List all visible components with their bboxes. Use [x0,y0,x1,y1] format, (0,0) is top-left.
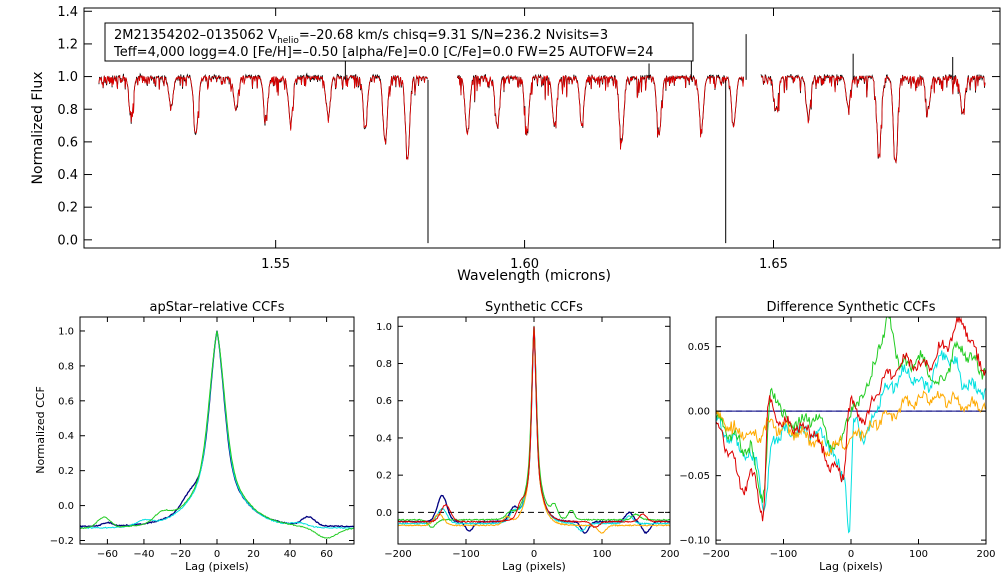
difference-ccf-ytick-label: −0.10 [679,536,710,547]
apstar-ccf-xtick-label: 0 [214,549,220,560]
synthetic-ccf-xtick-label: −100 [452,549,479,560]
spectrum-ytick-label: 0.4 [57,168,78,183]
spectrum-y-axis-label: Normalized Flux [30,72,46,185]
synthetic-ccf-series-visit-3 [398,326,670,534]
apstar-ccf-ytick-label: 1.0 [58,326,74,337]
apstar-ccf-xtick-label: −60 [97,549,118,560]
synthetic-ccf-xtick-label: 100 [592,549,611,560]
synthetic-ccf-ytick-label: 0.4 [376,433,392,444]
difference-ccf-series-visit-3 [716,390,986,458]
synthetic-ccf-x-axis-label: Lag (pixels) [502,560,566,573]
spectrum-model-line [760,74,986,164]
apstar-ccf-ytick-label: 0.0 [58,501,74,512]
synthetic-ccf-title: Synthetic CCFs [485,300,583,315]
apstar-ccf-ytick-label: −0.2 [50,536,74,547]
spectrum-ytick-label: 0.0 [57,233,78,248]
difference-ccf-series-visit-4 [716,317,986,522]
spectrum-ytick-label: 1.0 [57,70,78,85]
apstar-ccf-curves [80,330,354,539]
difference-ccf-x-axis-label: Lag (pixels) [819,560,883,573]
spectrum-xtick-label: 1.65 [759,257,788,272]
difference-ccf-ytick-label: −0.05 [679,471,710,482]
spectrum-title-subscript: helio [277,36,299,46]
spectrum-model-line [98,74,428,161]
apstar-ccf-x-axis-label: Lag (pixels) [185,560,249,573]
apstar-ccf-xtick-label: 20 [247,549,260,560]
difference-ccf-xtick-label: 0 [848,549,854,560]
apstar-ccf-ytick-label: 0.4 [58,431,74,442]
spectrum-title-values: =–20.68 km/s chisq=9.31 S/N=236.2 Nvisit… [299,28,608,43]
apstar-ccf-y-axis-label: Normalized CCF [34,386,47,474]
spectrum-title-line2: Teff=4,000 logg=4.0 [Fe/H]=–0.50 [alpha/… [113,45,654,60]
spectrum-model-line [457,74,745,150]
spectrum-title-star: 2M21354202–0135062 V [114,28,277,43]
difference-ccf-curves [716,317,986,534]
apstar-ccf-title: apStar–relative CCFs [150,300,285,315]
spectrum-title-box [104,22,694,62]
difference-ccf-xtick-label: −100 [770,549,797,560]
difference-ccf-ticks-group: −200 −100 0 100 200 −0.10 −0.05 0.00 0.05 [679,317,996,560]
synthetic-ccf-ytick-label: 0.6 [376,396,392,407]
apstar-ccf-ticks-group: −60 −40 −20 0 20 40 60 −0.2 0.0 0.2 0.4 0.6 0.8 1.0 [50,317,354,560]
difference-ccf-xtick-label: 100 [909,549,928,560]
synthetic-ccf-ticks-group: −200 −100 0 100 200 0.0 0.2 0.4 0.6 0.8 1.0 [376,317,680,560]
apstar-ccf-ytick-label: 0.6 [58,396,74,407]
apstar-ccf-xtick-label: −20 [170,549,191,560]
spectrum-ytick-label: 0.2 [57,201,78,216]
spectrum-xtick-label: 1.60 [510,257,539,272]
difference-ccf-panel: −200 −100 0 100 200 −0.10 −0.05 0.00 0.05 Differ… [679,300,995,573]
spectrum-title-line1: 2M21354202–0135062 Vhelio=–20.68 km/s ch… [114,28,608,46]
spectrum-ticks-group: 1.55 1.60 1.65 0.0 0.2 0.4 0.6 0.8 1.0 1.2 1.4 [57,5,1000,272]
spectrum-panel: 1.55 1.60 1.65 0.0 0.2 0.4 0.6 0.8 1.0 1.2 1.4 2M2… [30,5,1001,284]
spectrum-x-axis-label: Wavelength (microns) [457,268,611,284]
synthetic-ccf-data-group [398,325,670,535]
synthetic-ccf-ytick-label: 0.2 [376,471,392,482]
spectrum-ytick-label: 0.6 [57,135,78,150]
synthetic-ccf-curves [398,325,670,535]
difference-ccf-series-visit-2 [716,317,986,503]
synthetic-ccf-xtick-label: −200 [384,549,411,560]
difference-ccf-ytick-label: 0.00 [688,407,710,418]
spectrum-xtick-label: 1.55 [261,257,290,272]
difference-ccf-data-group [716,317,986,534]
difference-ccf-title: Difference Synthetic CCFs [766,300,935,315]
apstar-ccf-xtick-label: 60 [320,549,333,560]
apstar-ccf-xtick-label: −40 [133,549,154,560]
spectrum-ytick-label: 0.8 [57,103,78,118]
spectrum-ytick-label: 1.4 [57,5,78,20]
apstar-ccf-xtick-label: 40 [284,549,297,560]
spectrum-plot-frame [83,7,1001,249]
synthetic-ccf-series-visit-4 [398,326,670,529]
difference-ccf-series-visit-1 [716,350,986,534]
synthetic-ccf-ytick-label: 1.0 [376,322,392,333]
apstar-ccf-series-visit-2 [80,330,354,539]
synthetic-ccf-xtick-label: 0 [531,549,537,560]
synthetic-ccf-ytick-label: 0.8 [376,359,392,370]
difference-ccf-xtick-label: 200 [976,549,995,560]
synthetic-ccf-panel: −200 −100 0 100 200 0.0 0.2 0.4 0.6 0.8 1.0 Synthe… [376,300,679,573]
synthetic-ccf-ytick-label: 0.0 [376,508,392,519]
difference-ccf-xtick-label: −200 [702,549,729,560]
apstar-ccf-data-group [80,330,354,539]
apstar-ccf-ytick-label: 0.8 [58,361,74,372]
apstar-ccf-ytick-label: 0.2 [58,466,74,477]
difference-ccf-ytick-label: 0.05 [688,342,710,353]
spectrum-ytick-label: 1.2 [57,37,78,52]
synthetic-ccf-xtick-label: 200 [660,549,679,560]
apstar-ccf-panel: −60 −40 −20 0 20 40 60 −0.2 0.0 0.2 0.4 0.6 0.8 1.0 a… [34,300,355,573]
